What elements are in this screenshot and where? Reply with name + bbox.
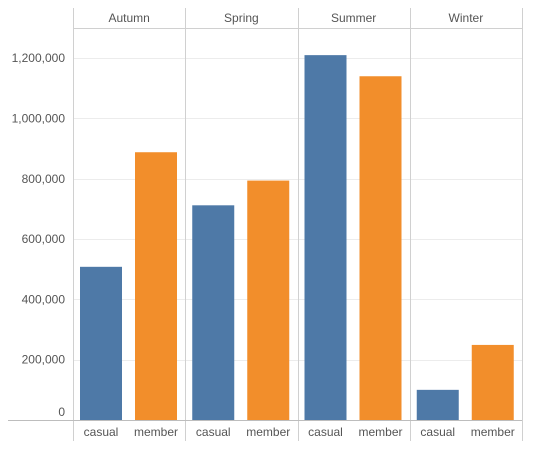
x-tick-label-autumn-casual: casual [84, 425, 119, 439]
x-tick-label-winter-member: member [471, 425, 515, 439]
bar-autumn-member [135, 152, 177, 421]
x-tick-label-winter-casual: casual [420, 425, 455, 439]
bar-autumn-casual [80, 266, 122, 420]
panel-dividers [73, 8, 523, 441]
y-tick-label: 200,000 [22, 353, 66, 367]
y-tick-label: 800,000 [22, 172, 66, 186]
bar-summer-member [359, 76, 402, 420]
x-axis: casual member casual member casual member casu… [8, 420, 522, 439]
y-tick-label: 1,200,000 [12, 51, 66, 65]
panel-header-autumn: Autumn [108, 11, 149, 25]
x-tick-label-autumn-member: member [134, 425, 178, 439]
bar-winter-member [471, 344, 514, 420]
y-tick-label: 400,000 [22, 292, 66, 306]
x-tick-label-spring-casual: casual [196, 425, 231, 439]
bars [80, 55, 514, 421]
y-tick-label: 600,000 [22, 232, 66, 246]
panel-header-spring: Spring [224, 11, 259, 25]
x-tick-label-summer-casual: casual [308, 425, 343, 439]
bar-winter-casual [416, 389, 459, 420]
bar-summer-casual [304, 55, 347, 421]
bar-spring-member [247, 180, 290, 420]
y-axis: 0 200,000 400,000 600,000 800,000 1,000,000 1,… [12, 51, 66, 419]
panel-header-summer: Summer [331, 11, 376, 25]
y-tick-label: 0 [58, 405, 65, 419]
x-tick-label-spring-member: member [246, 425, 290, 439]
panel-header-winter: Winter [449, 11, 484, 25]
y-tick-label: 1,000,000 [12, 111, 66, 125]
x-tick-label-summer-member: member [358, 425, 402, 439]
bar-spring-casual [192, 205, 235, 420]
panel-headers: Autumn Spring Summer Winter [73, 11, 522, 29]
